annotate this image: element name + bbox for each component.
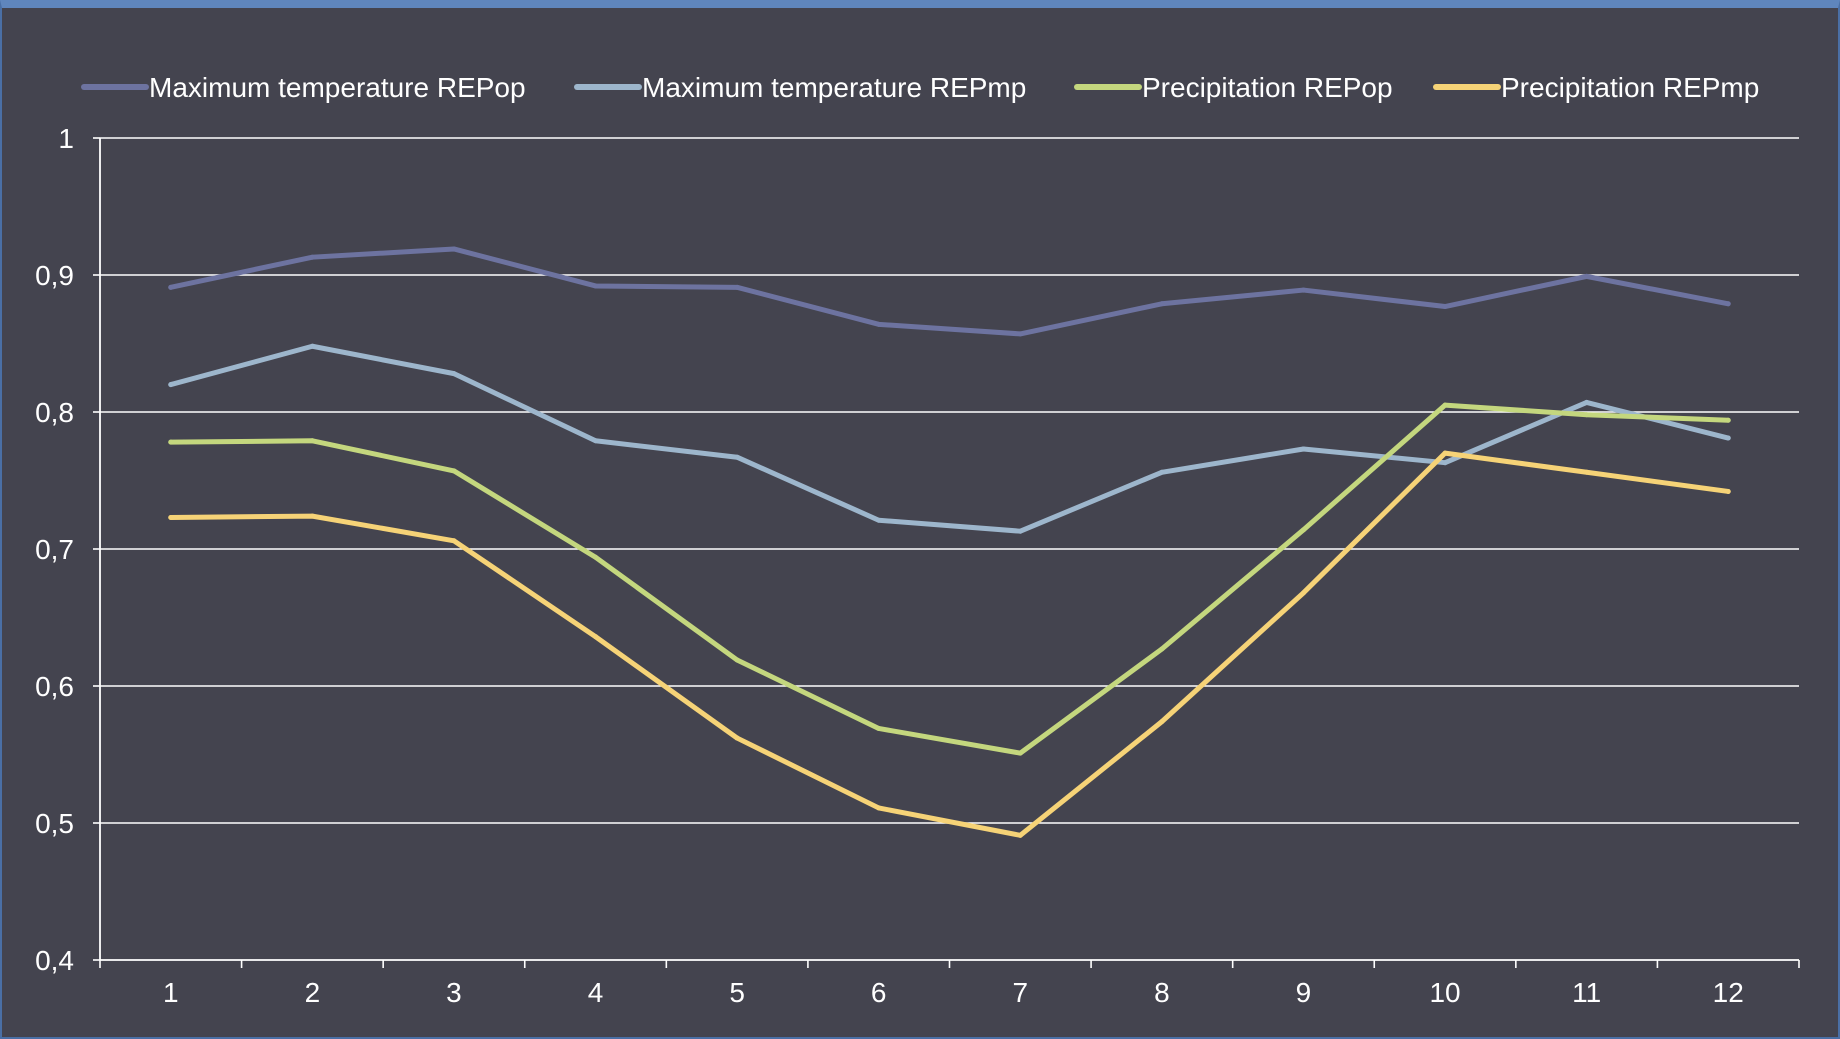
legend-label: Precipitation REPmp: [1501, 72, 1759, 103]
data-point: [876, 805, 882, 811]
y-axis-ticks: 0,4 0,5 0,6 0,7 0,8 0,9 1: [35, 123, 100, 976]
data-point: [734, 657, 740, 663]
data-point: [168, 284, 174, 290]
data-point: [309, 343, 315, 349]
x-tick-label: 2: [305, 977, 321, 1008]
x-tick-label: 9: [1296, 977, 1312, 1008]
x-tick-label: 11: [1572, 977, 1601, 1008]
x-axis-ticks: 1 2 3 4 5 6 7 8 9 10 11 12: [99, 960, 1800, 1008]
x-tick-label: 10: [1429, 977, 1460, 1008]
data-point: [734, 735, 740, 741]
x-tick-label: 7: [1013, 977, 1029, 1008]
data-point: [1725, 301, 1731, 307]
data-point: [734, 284, 740, 290]
y-tick-label: 1: [58, 123, 74, 154]
series-line-2: [168, 343, 1731, 534]
x-tick-label: 12: [1713, 977, 1744, 1008]
legend-label: Maximum temperature REPop: [149, 72, 526, 103]
data-point: [168, 382, 174, 388]
data-point: [1017, 331, 1023, 337]
data-point: [1159, 469, 1165, 475]
data-point: [876, 321, 882, 327]
data-point: [1017, 528, 1023, 534]
line-chart: Maximum temperature REPop Maximum tempera…: [35, 72, 1800, 1008]
x-tick-label: 5: [729, 977, 745, 1008]
series-line-3: [168, 402, 1731, 756]
data-point: [1584, 469, 1590, 475]
series-line-1: [168, 246, 1731, 337]
x-tick-label: 6: [871, 977, 887, 1008]
data-point: [1300, 590, 1306, 596]
data-point: [1300, 287, 1306, 293]
data-point: [1725, 417, 1731, 423]
gridlines: [100, 137, 1799, 824]
legend: Maximum temperature REPop Maximum tempera…: [81, 72, 1759, 103]
data-point: [1017, 832, 1023, 838]
data-point: [451, 538, 457, 544]
data-point: [593, 438, 599, 444]
data-point: [1584, 273, 1590, 279]
data-point: [309, 438, 315, 444]
data-point: [1442, 402, 1448, 408]
y-tick-label: 0,7: [35, 534, 74, 565]
data-point: [876, 725, 882, 731]
data-point: [593, 634, 599, 640]
data-point: [168, 439, 174, 445]
legend-label: Maximum temperature REPmp: [642, 72, 1026, 103]
data-point: [1725, 488, 1731, 494]
x-tick-label: 1: [163, 977, 179, 1008]
x-tick-label: 8: [1154, 977, 1170, 1008]
data-point: [593, 283, 599, 289]
data-point: [451, 371, 457, 377]
x-tick-label: 3: [446, 977, 462, 1008]
data-point: [1725, 435, 1731, 441]
series-lines: [168, 246, 1731, 838]
data-point: [309, 254, 315, 260]
data-point: [1584, 412, 1590, 418]
legend-label: Precipitation REPop: [1142, 72, 1393, 103]
data-point: [876, 517, 882, 523]
x-tick-label: 4: [588, 977, 604, 1008]
y-tick-label: 0,5: [35, 808, 74, 839]
data-point: [451, 246, 457, 252]
data-point: [1300, 446, 1306, 452]
data-point: [1442, 450, 1448, 456]
data-point: [1300, 527, 1306, 533]
y-tick-label: 0,6: [35, 671, 74, 702]
data-point: [168, 514, 174, 520]
data-point: [1017, 750, 1023, 756]
data-point: [1159, 301, 1165, 307]
data-point: [734, 454, 740, 460]
data-point: [1584, 399, 1590, 405]
data-point: [1159, 646, 1165, 652]
y-tick-label: 0,8: [35, 397, 74, 428]
data-point: [1159, 719, 1165, 725]
y-tick-label: 0,4: [35, 945, 74, 976]
data-point: [451, 468, 457, 474]
series-line-4: [168, 450, 1731, 838]
data-point: [1442, 460, 1448, 466]
data-point: [593, 554, 599, 560]
data-point: [309, 513, 315, 519]
data-point: [1442, 304, 1448, 310]
y-tick-label: 0,9: [35, 260, 74, 291]
